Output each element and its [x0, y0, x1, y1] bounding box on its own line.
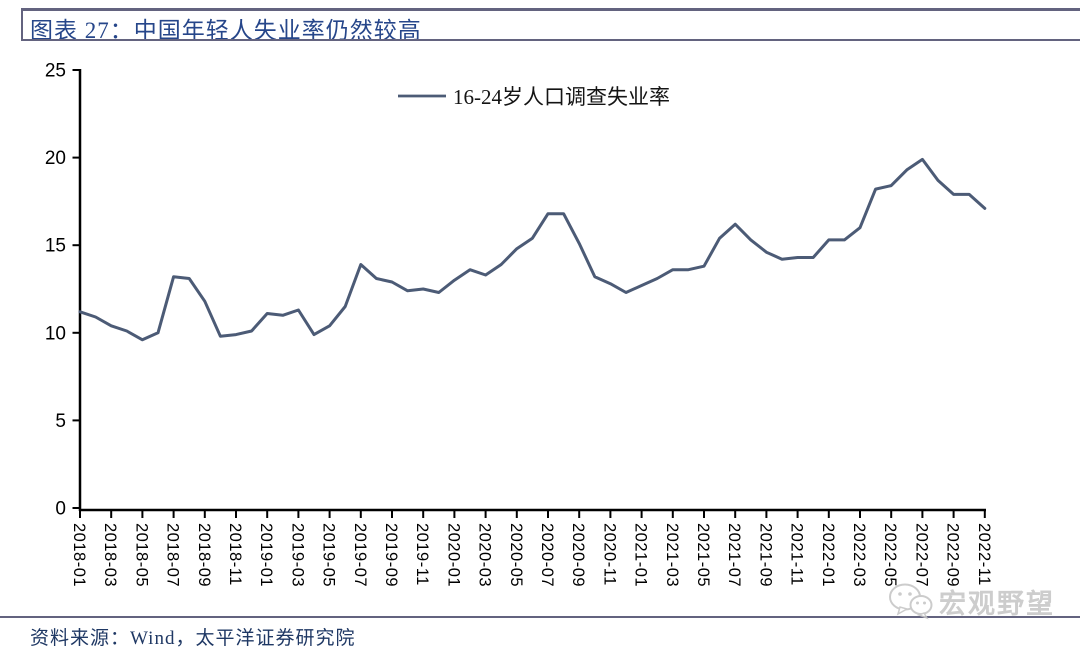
x-tick-label: 2020-09 — [569, 523, 587, 587]
x-tick-label: 2022-11 — [975, 523, 993, 586]
x-tick-label: 2021-09 — [756, 523, 774, 587]
x-tick-label: 2022-09 — [944, 523, 962, 587]
x-tick-label: 2021-05 — [694, 523, 712, 587]
x-tick-label: 2020-01 — [444, 523, 462, 587]
y-tick-label: 15 — [45, 236, 66, 257]
y-tick-label: 25 — [45, 61, 66, 82]
left-border-joint — [21, 8, 23, 41]
x-tick-label: 2018-11 — [226, 523, 244, 586]
top-rule — [21, 8, 1080, 11]
figure-title: 图表 27：中国年轻人失业率仍然较高 — [30, 18, 422, 43]
x-tick-label: 2022-01 — [819, 523, 837, 587]
source-note: 资料来源：Wind，太平洋证券研究院 — [30, 628, 356, 649]
legend-label: 16-24岁人口调查失业率 — [453, 85, 670, 109]
x-tick-label: 2019-01 — [257, 523, 275, 587]
x-tick-label: 2018-03 — [101, 523, 119, 587]
unemployment-rate-line — [78, 157, 987, 342]
x-tick-label: 2019-11 — [413, 523, 431, 586]
x-tick-label: 2019-05 — [320, 523, 338, 587]
x-tick-label: 2020-03 — [476, 523, 494, 587]
x-tick-label: 2021-07 — [725, 523, 743, 587]
x-tick-label: 2021-03 — [663, 523, 681, 587]
title-separator-rule — [21, 39, 1080, 41]
y-tick-label: 5 — [55, 411, 66, 432]
x-tick-label: 2018-01 — [70, 523, 88, 587]
bottom-rule — [0, 616, 1080, 618]
watermark-text: 宏观野望 — [939, 588, 1055, 619]
x-tick-label: 2019-07 — [351, 523, 369, 587]
x-tick-label: 2018-09 — [195, 523, 213, 587]
x-tick-label: 2018-07 — [164, 523, 182, 587]
x-tick-label: 2020-07 — [538, 523, 556, 587]
watermark: 宏观野望 — [886, 580, 1055, 622]
x-tick-label: 2019-03 — [288, 523, 306, 587]
x-tick-label: 2021-01 — [632, 523, 650, 587]
y-tick-label: 20 — [45, 148, 66, 169]
x-tick-label: 2020-11 — [600, 523, 618, 586]
x-tick-label: 2020-05 — [507, 523, 525, 587]
x-tick-label: 2022-05 — [881, 523, 899, 587]
wechat-icon — [889, 583, 933, 620]
x-tick-label: 2018-05 — [132, 523, 150, 587]
x-tick-label: 2022-07 — [912, 523, 930, 587]
x-tick-label: 2019-09 — [382, 523, 400, 587]
y-tick-label: 10 — [45, 323, 66, 344]
x-tick-label: 2021-11 — [788, 523, 806, 586]
y-tick-label: 0 — [55, 499, 66, 520]
x-tick-label: 2022-03 — [850, 523, 868, 587]
